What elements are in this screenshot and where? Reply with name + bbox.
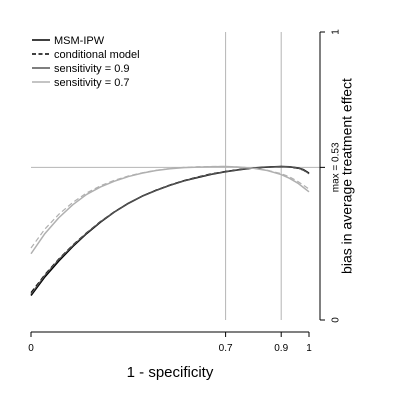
x-tick-label-3: 1 [306, 343, 312, 354]
legend-label-1: conditional model [54, 49, 140, 61]
y-axis-label: bias in average treatment effect [339, 78, 355, 274]
legend-label-3: sensitivity = 0.7 [54, 77, 130, 89]
x-tick-label-1: 0.7 [219, 343, 233, 354]
y-ticks: 01 [320, 29, 342, 323]
x-ticks: 0 0.7 0.9 1 [28, 332, 312, 354]
legend-label-2: sensitivity = 0.9 [54, 63, 130, 75]
x-axis-label: 1 - specificity [127, 364, 214, 381]
series-line-4 [30, 165, 310, 249]
series-lines [30, 165, 310, 296]
x-tick-label-0: 0 [28, 343, 34, 354]
y-tick-label-0: 0 [331, 317, 342, 323]
reference-lines [31, 32, 320, 320]
x-tick-label-2: 0.9 [274, 343, 288, 354]
axes [31, 32, 321, 333]
series-line-2 [30, 165, 310, 295]
series-line-3 [30, 165, 310, 255]
legend-label-0: MSM-IPW [54, 35, 105, 47]
max-annotation: max = 0.53 [331, 142, 342, 192]
legend: MSM-IPW conditional model sensitivity = 0.… [32, 35, 140, 89]
y-tick-label-1: 1 [331, 29, 342, 35]
